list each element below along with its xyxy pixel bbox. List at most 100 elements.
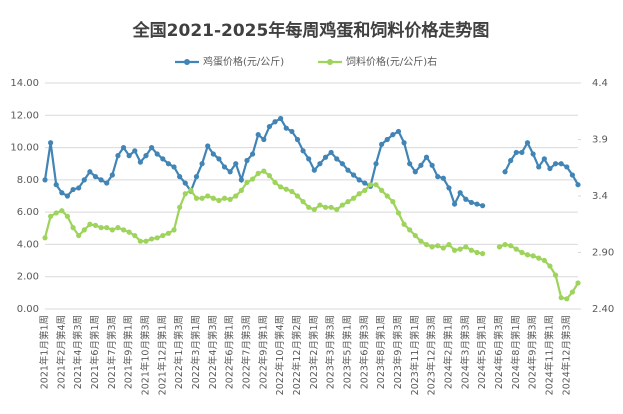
point bbox=[160, 232, 166, 239]
point bbox=[401, 140, 407, 146]
point bbox=[508, 157, 514, 164]
x-tick-label: 2023年11月第1周 bbox=[409, 315, 421, 395]
point bbox=[59, 190, 65, 196]
point bbox=[474, 249, 480, 256]
x-tick-label: 2024年12月第3周 bbox=[560, 315, 572, 395]
point bbox=[536, 255, 542, 261]
point bbox=[87, 169, 93, 175]
x-tick-label: 2022年10月第4周 bbox=[274, 315, 286, 395]
point bbox=[440, 245, 446, 251]
point bbox=[76, 232, 82, 239]
x-tick-label: 2021年2月第4周 bbox=[55, 315, 67, 389]
point bbox=[390, 199, 396, 205]
y-tick-label: 12.00 bbox=[10, 110, 39, 121]
point bbox=[199, 195, 205, 201]
point bbox=[132, 148, 138, 154]
point bbox=[266, 123, 273, 130]
point bbox=[266, 173, 273, 179]
x-tick-label: 2024年8月第1周 bbox=[510, 315, 522, 389]
point bbox=[300, 199, 306, 205]
point bbox=[149, 236, 155, 242]
point bbox=[115, 153, 121, 159]
x-tick-label: 2023年9月第3周 bbox=[392, 315, 404, 389]
point bbox=[104, 180, 110, 186]
point bbox=[171, 227, 177, 233]
point bbox=[569, 289, 575, 295]
x-tick-label: 2024年6月第3周 bbox=[493, 315, 505, 389]
point bbox=[137, 238, 143, 244]
point bbox=[569, 172, 575, 178]
point bbox=[199, 161, 205, 167]
point bbox=[395, 210, 402, 216]
point bbox=[76, 185, 82, 191]
point bbox=[463, 196, 469, 202]
x-tick-label: 2021年1月第1周 bbox=[39, 315, 51, 389]
point bbox=[530, 151, 536, 157]
point bbox=[524, 140, 531, 146]
point bbox=[480, 203, 486, 209]
point bbox=[306, 156, 312, 162]
y2-tick-label: 3.9 bbox=[592, 135, 608, 146]
point bbox=[541, 257, 547, 264]
point bbox=[64, 193, 71, 199]
point bbox=[350, 195, 357, 201]
point bbox=[227, 169, 233, 175]
point bbox=[278, 115, 284, 122]
point bbox=[502, 169, 508, 175]
point bbox=[356, 177, 362, 183]
point bbox=[446, 185, 452, 191]
point bbox=[154, 151, 160, 157]
point bbox=[435, 174, 441, 180]
point bbox=[233, 193, 239, 199]
point bbox=[519, 149, 525, 156]
point bbox=[210, 151, 216, 157]
point bbox=[238, 177, 244, 183]
point bbox=[407, 227, 413, 233]
point bbox=[407, 161, 413, 167]
point bbox=[115, 225, 121, 231]
chart-title: 全国2021-2025年每周鸡蛋和饲料价格走势图 bbox=[132, 20, 490, 41]
point bbox=[221, 164, 228, 170]
y-tick-label: 10.00 bbox=[10, 143, 39, 154]
y2-tick-label: 2.90 bbox=[592, 248, 614, 259]
point bbox=[283, 125, 289, 131]
point bbox=[255, 170, 261, 176]
point bbox=[261, 168, 267, 174]
point bbox=[379, 141, 385, 147]
legend: 鸡蛋价格(元/公斤) 饲料价格(元/公斤)右 bbox=[175, 55, 437, 68]
x-tick-label: 2022年7月第3周 bbox=[240, 315, 252, 389]
x-tick-label: 2023年8月第1周 bbox=[375, 315, 387, 389]
point bbox=[423, 241, 430, 248]
y-tick-label: 8.00 bbox=[17, 175, 39, 186]
point bbox=[496, 244, 503, 250]
point bbox=[435, 243, 441, 249]
y2-tick-label: 4.4 bbox=[592, 78, 608, 89]
point bbox=[300, 148, 306, 154]
point bbox=[160, 156, 166, 162]
x-tick-label: 2022年4月第3周 bbox=[207, 315, 219, 389]
point bbox=[575, 280, 581, 286]
point bbox=[283, 186, 289, 192]
point bbox=[552, 161, 559, 167]
point bbox=[221, 195, 228, 201]
point bbox=[418, 238, 424, 244]
point bbox=[81, 227, 87, 233]
point bbox=[362, 180, 368, 186]
point bbox=[210, 195, 216, 201]
point bbox=[502, 241, 508, 248]
point bbox=[373, 161, 379, 167]
x-tick-label: 2022年3月第1周 bbox=[190, 315, 202, 389]
point bbox=[418, 162, 424, 168]
point bbox=[216, 197, 222, 204]
point bbox=[143, 153, 149, 159]
point bbox=[272, 179, 278, 186]
x-tick-label: 2023年6月第3周 bbox=[358, 315, 370, 389]
point bbox=[70, 186, 76, 193]
point bbox=[261, 136, 267, 143]
point bbox=[98, 225, 104, 231]
point bbox=[508, 243, 514, 249]
point bbox=[339, 202, 345, 208]
point bbox=[457, 246, 463, 252]
point bbox=[350, 172, 357, 178]
